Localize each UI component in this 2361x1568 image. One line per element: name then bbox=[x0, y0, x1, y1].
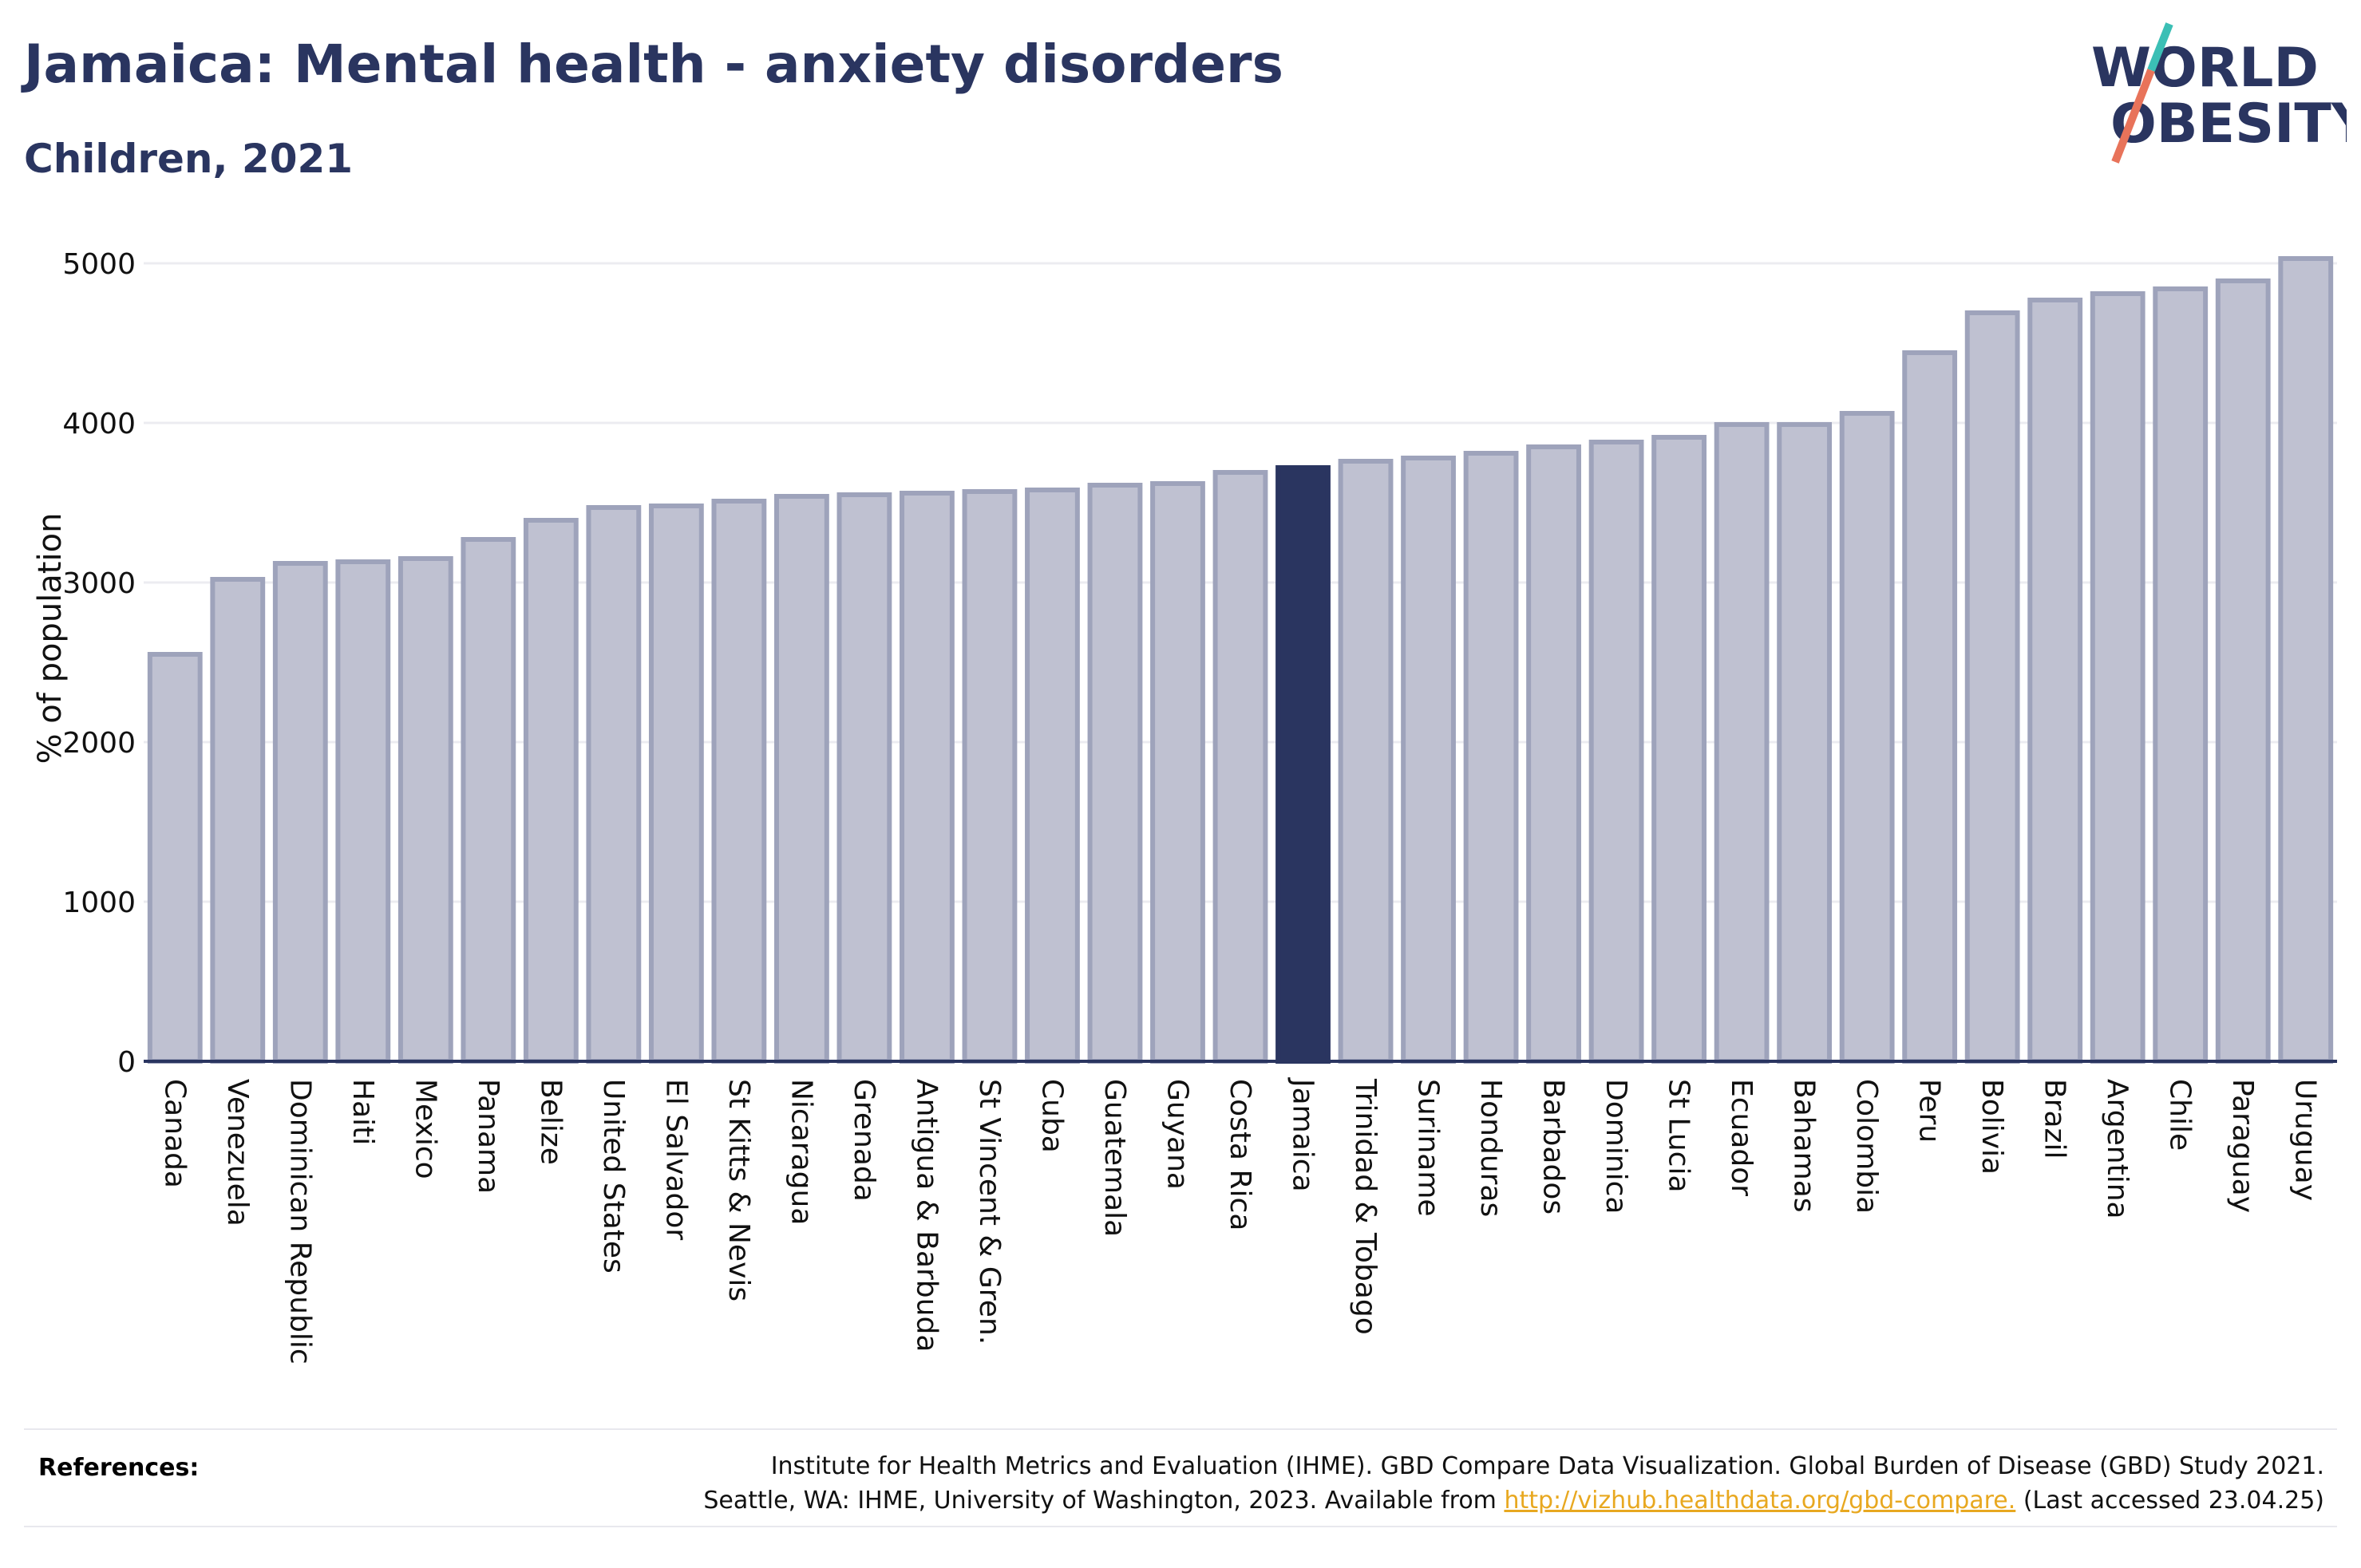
bar-peru bbox=[1902, 350, 1958, 1064]
bar-st-kitts-nevis bbox=[711, 499, 767, 1064]
x-tick-label: El Salvador bbox=[659, 1079, 692, 1240]
bar-ecuador bbox=[1714, 422, 1770, 1064]
bar-paraguay bbox=[2215, 278, 2271, 1064]
bar-chart: 0 1000 2000 3000 4000 5000 Canada Venezuela Dom… bbox=[32, 248, 2337, 1365]
chart-title: Jamaica: Mental health - anxiety disorde… bbox=[24, 34, 1283, 95]
references-label: References: bbox=[38, 1454, 200, 1482]
bar-panama bbox=[461, 537, 516, 1064]
x-tick-label: Costa Rica bbox=[1224, 1079, 1256, 1230]
x-tick-label: Brazil bbox=[2039, 1079, 2071, 1159]
bar-guyana bbox=[1150, 481, 1205, 1064]
bar-suriname bbox=[1401, 456, 1456, 1064]
x-tick-label: Panama bbox=[472, 1079, 504, 1194]
references-line2-prefix: Seattle, WA: IHME, University of Washing… bbox=[703, 1487, 1505, 1515]
y-axis-label: % of population bbox=[32, 513, 69, 764]
bars bbox=[147, 256, 2334, 1064]
bar-grenada bbox=[836, 492, 892, 1064]
bar-bolivia bbox=[1964, 310, 2020, 1064]
x-tick-label: Colombia bbox=[1850, 1079, 1883, 1214]
logo-line1: WORLD bbox=[2091, 37, 2319, 100]
x-tick-label: St Kitts & Nevis bbox=[722, 1079, 755, 1301]
x-tick-label: Belize bbox=[534, 1079, 567, 1165]
x-tick-label: Honduras bbox=[1474, 1079, 1507, 1217]
x-tick-label: Chile bbox=[2164, 1079, 2197, 1151]
bar-bahamas bbox=[1777, 422, 1833, 1064]
x-tick-label: Haiti bbox=[346, 1079, 379, 1145]
x-tick-label: Suriname bbox=[1412, 1079, 1445, 1217]
x-tick-label: Jamaica bbox=[1287, 1077, 1319, 1192]
x-tick-label: Guyana bbox=[1161, 1079, 1193, 1190]
bar-cuba bbox=[1025, 488, 1080, 1064]
x-tick-label: Uruguay bbox=[2289, 1079, 2322, 1201]
bar-venezuela bbox=[210, 577, 266, 1064]
logo-coral-slash bbox=[2111, 69, 2155, 164]
bar-st-vincent-gren- bbox=[962, 489, 1018, 1064]
x-tick-label: Canada bbox=[158, 1079, 191, 1188]
x-tick-label: Barbados bbox=[1537, 1079, 1570, 1215]
bar-argentina bbox=[2090, 291, 2145, 1064]
logo-line2: OBESITY bbox=[2110, 93, 2347, 156]
logo-teal-slash bbox=[2147, 22, 2173, 72]
x-tick-label: Grenada bbox=[848, 1079, 880, 1202]
x-tick-label: Mexico bbox=[409, 1079, 441, 1179]
x-tick-label: Bolivia bbox=[1975, 1079, 2008, 1175]
y-tick-label: 2000 bbox=[62, 727, 136, 760]
y-tick-label: 3000 bbox=[62, 567, 136, 600]
bar-dominican-republic bbox=[272, 561, 328, 1064]
y-tick-label: 5000 bbox=[62, 248, 136, 281]
x-tick-label: Dominican Republic bbox=[283, 1079, 316, 1365]
x-tick-label: Argentina bbox=[2101, 1079, 2134, 1219]
bar-belize bbox=[523, 518, 579, 1064]
bar-trinidad-tobago bbox=[1338, 459, 1394, 1064]
bar-uruguay bbox=[2278, 256, 2334, 1064]
bar-brazil bbox=[2027, 298, 2083, 1064]
x-tick-label: St Lucia bbox=[1663, 1079, 1695, 1193]
bar-guatemala bbox=[1087, 483, 1143, 1064]
bar-colombia bbox=[1839, 411, 1895, 1064]
y-tick-label: 4000 bbox=[62, 408, 136, 440]
x-tick-label: United States bbox=[597, 1079, 630, 1274]
bar-canada bbox=[147, 652, 203, 1064]
x-tick-label: Cuba bbox=[1035, 1079, 1068, 1153]
x-tick-label: Trinidad & Tobago bbox=[1349, 1078, 1382, 1335]
chart-subtitle: Children, 2021 bbox=[24, 136, 354, 182]
x-tick-label: Ecuador bbox=[1725, 1079, 1758, 1196]
references-line1: Institute for Health Metrics and Evaluat… bbox=[770, 1452, 2324, 1480]
x-tick-label: Paraguay bbox=[2226, 1079, 2259, 1213]
x-tick-label: Dominica bbox=[1600, 1079, 1632, 1215]
references-box: References: Institute for Health Metrics… bbox=[24, 1428, 2337, 1527]
world-obesity-logo: WORLD OBESITY bbox=[2091, 22, 2347, 164]
references-text: Institute for Health Metrics and Evaluat… bbox=[703, 1449, 2324, 1518]
bar-honduras bbox=[1463, 451, 1519, 1064]
bar-united-states bbox=[586, 505, 642, 1064]
x-tick-label: Peru bbox=[1913, 1079, 1946, 1143]
x-axis-ticks: Canada Venezuela Dominican Republic Haiti Me… bbox=[158, 1077, 2321, 1365]
bar-el-salvador bbox=[648, 504, 704, 1064]
references-line2-suffix: (Last accessed 23.04.25) bbox=[2015, 1487, 2324, 1515]
x-tick-label: Guatemala bbox=[1098, 1079, 1131, 1237]
references-line2: Seattle, WA: IHME, University of Washing… bbox=[703, 1483, 2324, 1518]
bar-st-lucia bbox=[1651, 435, 1707, 1064]
bar-jamaica bbox=[1275, 465, 1331, 1064]
x-tick-label: Bahamas bbox=[1788, 1079, 1821, 1213]
bar-barbados bbox=[1526, 444, 1581, 1064]
bar-dominica bbox=[1588, 440, 1644, 1064]
bar-haiti bbox=[335, 559, 391, 1064]
y-tick-label: 1000 bbox=[62, 887, 136, 919]
y-tick-label: 0 bbox=[117, 1046, 136, 1079]
x-tick-label: Venezuela bbox=[221, 1079, 254, 1226]
x-tick-label: St Vincent & Gren. bbox=[973, 1079, 1006, 1345]
bar-antigua-barbuda bbox=[900, 491, 955, 1064]
bar-costa-rica bbox=[1212, 470, 1268, 1064]
x-tick-label: Nicaragua bbox=[785, 1079, 817, 1225]
bar-nicaragua bbox=[773, 494, 829, 1064]
bar-mexico bbox=[397, 556, 453, 1064]
references-link[interactable]: http://vizhub.healthdata.org/gbd-compare… bbox=[1504, 1487, 2016, 1515]
bar-chile bbox=[2153, 286, 2209, 1064]
y-axis-ticks: 0 1000 2000 3000 4000 5000 bbox=[62, 248, 136, 1079]
x-tick-label: Antigua & Barbuda bbox=[910, 1079, 943, 1352]
